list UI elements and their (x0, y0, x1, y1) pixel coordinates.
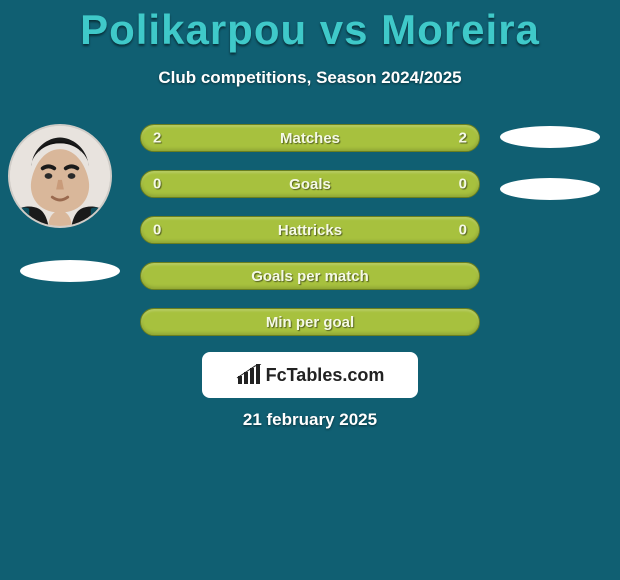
footer-date: 21 february 2025 (0, 410, 620, 430)
stat-right-value: 2 (459, 130, 467, 147)
player-right-avatar-pill (500, 126, 600, 148)
stats-rows: 2 Matches 2 0 Goals 0 0 Hattricks 0 Goal… (140, 124, 480, 354)
stat-label: Matches (280, 130, 340, 147)
stat-row-min-per-goal: Min per goal (140, 308, 480, 336)
stat-label: Goals (289, 176, 331, 193)
branding-text: FcTables.com (266, 365, 385, 386)
stat-left-value: 0 (153, 176, 161, 193)
bar-chart-icon (236, 364, 262, 386)
player-right-name-pill (500, 178, 600, 200)
comparison-widget: Polikarpou vs Moreira Club competitions,… (0, 0, 620, 580)
branding-badge[interactable]: FcTables.com (202, 352, 418, 398)
stat-right-value: 0 (459, 222, 467, 239)
stat-left-value: 0 (153, 222, 161, 239)
person-photo-icon (10, 126, 110, 226)
stat-label: Goals per match (251, 268, 369, 285)
stat-right-value: 0 (459, 176, 467, 193)
stat-row-hattricks: 0 Hattricks 0 (140, 216, 480, 244)
player-left-name-pill (20, 260, 120, 282)
page-title: Polikarpou vs Moreira (0, 6, 620, 54)
stat-label: Min per goal (266, 314, 354, 331)
stat-row-matches: 2 Matches 2 (140, 124, 480, 152)
stat-label: Hattricks (278, 222, 342, 239)
page-subtitle: Club competitions, Season 2024/2025 (0, 68, 620, 88)
stat-row-goals: 0 Goals 0 (140, 170, 480, 198)
stat-left-value: 2 (153, 130, 161, 147)
stat-row-goals-per-match: Goals per match (140, 262, 480, 290)
player-left-avatar (8, 124, 112, 228)
